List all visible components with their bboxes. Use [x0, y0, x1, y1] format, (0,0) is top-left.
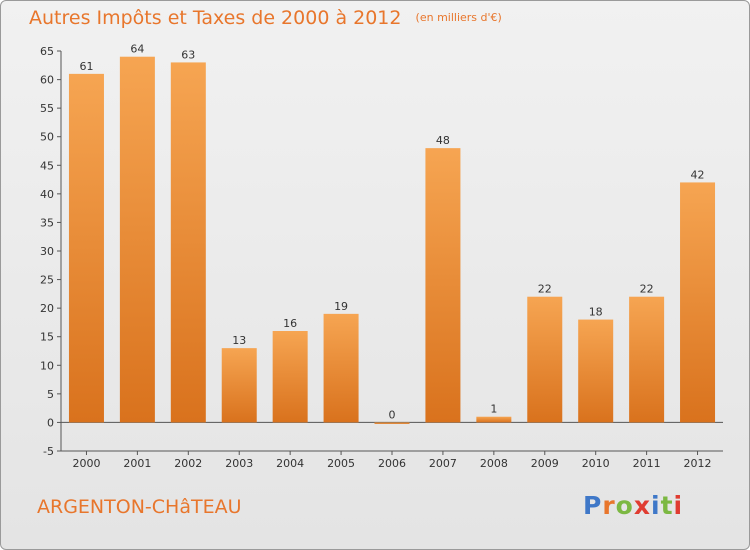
- bar-2001: [119, 56, 155, 423]
- label-layer: 61 64 63 13 16 19 0 48 1 22 18 22 42: [79, 43, 704, 422]
- x-tick-label: 2001: [123, 457, 151, 470]
- chart-title-text: Autres Impôts et Taxes de 2000 à 2012: [29, 7, 402, 29]
- y-tick-label: 60: [40, 74, 54, 87]
- y-tick-label: 5: [47, 388, 54, 401]
- y-tick-label: 25: [40, 274, 54, 287]
- data-label-2002: 63: [181, 48, 195, 61]
- y-tick-label: 40: [40, 188, 54, 201]
- y-tick-label: -5: [43, 445, 54, 458]
- data-label-2012: 42: [691, 168, 705, 181]
- x-tick-label: 2000: [72, 457, 100, 470]
- y-tick-label: 35: [40, 216, 54, 229]
- y-tick-label: 45: [40, 159, 54, 172]
- data-label-2011: 22: [640, 283, 654, 296]
- bar-2010: [578, 319, 614, 423]
- y-tick-label: 65: [40, 45, 54, 58]
- commune-name: ARGENTON-CHâTEAU: [37, 496, 242, 518]
- x-tick-label: 2010: [582, 457, 610, 470]
- x-tick-label: 2008: [480, 457, 508, 470]
- data-label-2004: 16: [283, 317, 297, 330]
- x-tick-label: 2002: [174, 457, 202, 470]
- logo-letter: i: [651, 491, 661, 520]
- y-tick-label: 0: [47, 416, 54, 429]
- x-tick-label: 2012: [684, 457, 712, 470]
- logo-letter: x: [633, 491, 651, 520]
- logo-letter: r: [602, 491, 616, 520]
- data-label-2007: 48: [436, 134, 450, 147]
- logo-letter: i: [673, 491, 684, 520]
- bar-2007: [425, 148, 461, 423]
- x-tick-label: 2003: [225, 457, 253, 470]
- logo-letter: P: [583, 491, 603, 520]
- bar-2004: [272, 331, 308, 423]
- x-tick-label: 2009: [531, 457, 559, 470]
- data-label-2005: 19: [334, 300, 348, 313]
- data-label-2010: 18: [589, 306, 603, 319]
- logo-letter: t: [660, 491, 674, 520]
- data-label-2000: 61: [79, 60, 93, 73]
- bar-2012: [680, 182, 716, 423]
- y-tick-label: 20: [40, 302, 54, 315]
- bar-2000: [68, 73, 104, 423]
- x-tick-label: 2005: [327, 457, 355, 470]
- bar-2011: [629, 296, 665, 423]
- proxiti-logo: Proxiti: [583, 491, 683, 520]
- bar-2008: [476, 416, 512, 423]
- x-tick-label: 2004: [276, 457, 304, 470]
- data-label-2001: 64: [130, 43, 144, 56]
- y-tick-label: 50: [40, 131, 54, 144]
- data-label-2009: 22: [538, 283, 552, 296]
- data-label-2006: 0: [389, 408, 396, 421]
- bar-2002: [170, 62, 206, 423]
- chart-unit: (en milliers d'€): [415, 11, 502, 24]
- y-tick-label: 30: [40, 245, 54, 258]
- y-tick-label: 15: [40, 331, 54, 344]
- y-tick-label: 10: [40, 359, 54, 372]
- bar-2005: [323, 313, 359, 423]
- bar-2009: [527, 296, 563, 423]
- x-tick-label: 2006: [378, 457, 406, 470]
- bar-2003: [221, 348, 257, 423]
- x-tick-label: 2007: [429, 457, 457, 470]
- bar-layer: [68, 56, 716, 424]
- chart-title: Autres Impôts et Taxes de 2000 à 2012 (e…: [29, 7, 502, 29]
- bar-2006: [374, 422, 410, 424]
- x-tick-label: 2011: [633, 457, 661, 470]
- data-label-2008: 1: [490, 403, 497, 416]
- y-tick-label: 55: [40, 102, 54, 115]
- logo-letter: o: [615, 491, 634, 520]
- data-label-2003: 13: [232, 334, 246, 347]
